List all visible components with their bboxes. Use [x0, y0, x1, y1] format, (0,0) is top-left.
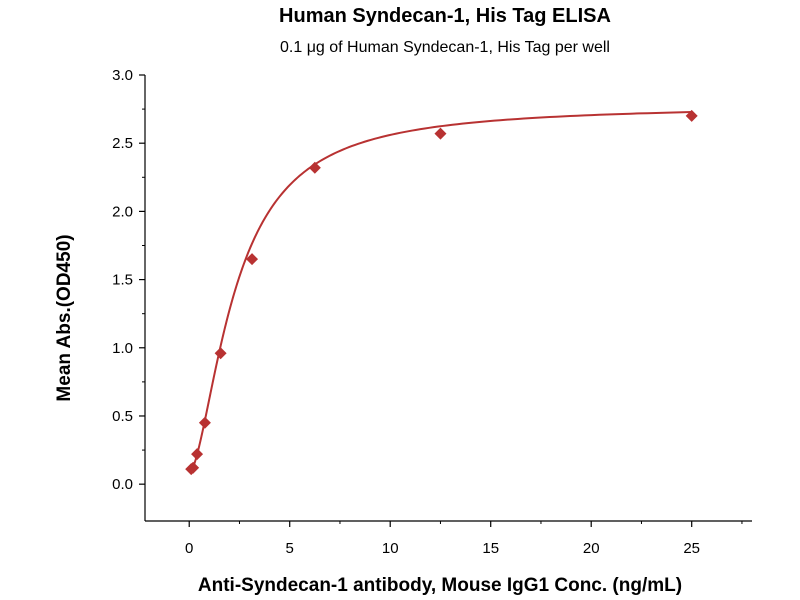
x-ticks: 0 5 10 15 20 25: [185, 521, 743, 557]
y-tick-label: 0.0: [112, 476, 133, 493]
y-ticks: 0.0 0.5 1.0 1.5 2.0 2.5 3.0: [112, 67, 145, 493]
x-tick-label: 10: [382, 540, 399, 557]
data-point: [308, 161, 321, 174]
x-tick-label: 0: [185, 540, 193, 557]
fit-curve: [190, 111, 692, 472]
y-tick-label: 2.0: [112, 203, 133, 220]
x-tick-label: 15: [482, 540, 499, 557]
data-point: [198, 416, 211, 429]
axes: [144, 75, 752, 522]
x-tick-label: 5: [286, 540, 294, 557]
y-tick-label: 3.0: [112, 67, 133, 84]
y-tick-label: 1.5: [112, 272, 133, 289]
x-axis-label: Anti-Syndecan-1 antibody, Mouse IgG1 Con…: [198, 575, 682, 596]
data-point: [434, 127, 447, 140]
data-point: [187, 461, 200, 474]
y-tick-label: 1.0: [112, 340, 133, 357]
y-tick-label: 0.5: [112, 408, 133, 425]
data-point: [685, 109, 698, 122]
data-point: [246, 253, 259, 266]
x-tick-label: 20: [583, 540, 600, 557]
data-point: [191, 448, 204, 461]
data-points: [185, 109, 698, 476]
chart-subtitle: 0.1 μg of Human Syndecan-1, His Tag per …: [280, 39, 610, 56]
y-tick-label: 2.5: [112, 135, 133, 152]
y-axis-label: Mean Abs.(OD450): [54, 234, 75, 401]
x-tick-label: 25: [683, 540, 700, 557]
data-point: [214, 347, 227, 360]
chart-title: Human Syndecan-1, His Tag ELISA: [279, 5, 611, 27]
